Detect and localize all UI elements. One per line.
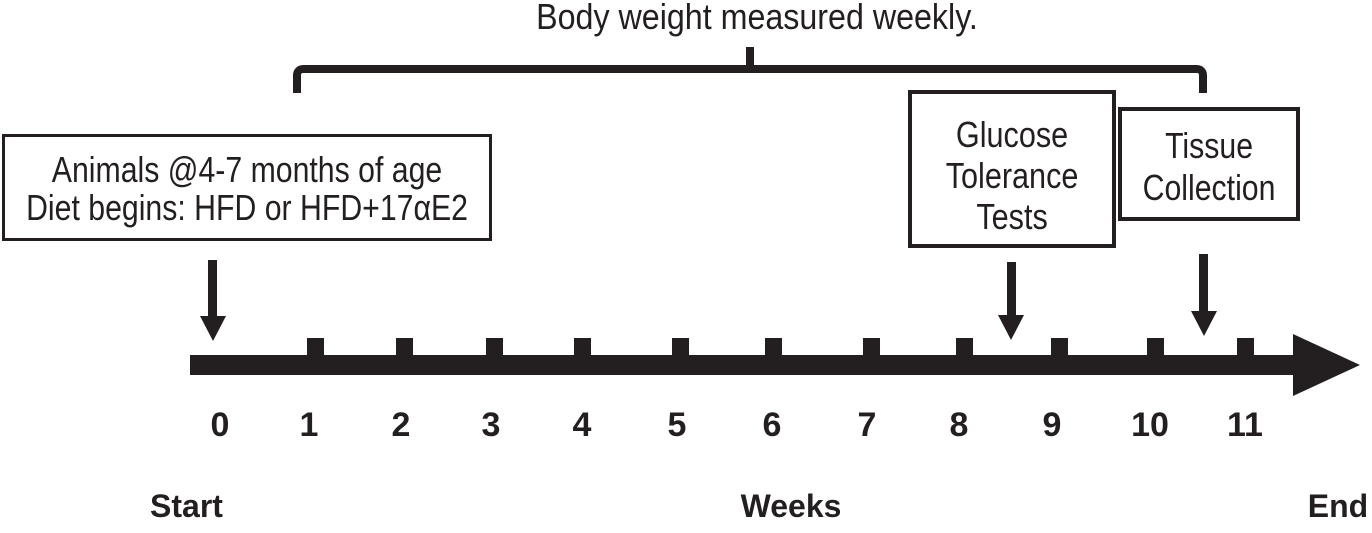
tissue-down-arrow-icon — [1190, 254, 1217, 336]
week-tick-1 — [306, 338, 324, 355]
week-label-0: 0 — [210, 406, 230, 444]
end-label: End — [1307, 488, 1369, 524]
weeks-axis-label: Weeks — [740, 488, 842, 524]
glucose-box-line3: Tests — [976, 196, 1048, 237]
animals-diet-box: Animals @4-7 months of age Diet begins: … — [2, 134, 492, 241]
start-label: Start — [150, 488, 223, 524]
gtt-down-arrow-head — [998, 315, 1024, 340]
week-label-2: 2 — [391, 406, 411, 444]
week-tick-8 — [955, 338, 973, 355]
gtt-down-arrow-shaft — [1006, 262, 1016, 315]
week-tick-2 — [395, 338, 413, 355]
glucose-tolerance-box: Glucose Tolerance Tests — [908, 90, 1116, 248]
start-down-arrow-icon — [199, 260, 226, 341]
week-label-7: 7 — [857, 406, 877, 444]
tissue-down-arrow-head — [1190, 311, 1217, 336]
week-label-5: 5 — [667, 406, 687, 444]
tissue-box-line1: Tissue — [1165, 125, 1253, 166]
week-label-6: 6 — [762, 406, 782, 444]
week-label-3: 3 — [481, 406, 501, 444]
week-tick-5 — [671, 338, 689, 355]
week-tick-9 — [1050, 338, 1068, 355]
tissue-box-line2: Collection — [1142, 166, 1276, 208]
week-label-8: 8 — [949, 406, 969, 444]
week-label-10: 10 — [1131, 406, 1169, 444]
start-down-arrow-shaft — [208, 260, 218, 316]
week-tick-11 — [1236, 338, 1254, 355]
bracket-notch — [746, 47, 754, 73]
week-label-11: 11 — [1227, 406, 1263, 444]
week-label-9: 9 — [1042, 406, 1062, 444]
week-tick-7 — [862, 338, 880, 355]
week-label-4: 4 — [572, 406, 592, 444]
glucose-box-line2: Tolerance — [945, 155, 1079, 196]
week-tick-6 — [764, 338, 782, 355]
glucose-box-line1: Glucose — [955, 114, 1069, 155]
gtt-down-arrow-icon — [998, 262, 1024, 340]
timeline-arrowhead-icon — [1293, 333, 1360, 396]
week-tick-3 — [485, 338, 503, 355]
timeline-axis-bar — [190, 354, 1295, 375]
start-down-arrow-head — [199, 316, 226, 341]
animals-box-line2: Diet begins: HFD or HFD+17αE2 — [26, 186, 468, 228]
animals-box-line1: Animals @4-7 months of age — [51, 148, 443, 190]
tissue-collection-box: Tissue Collection — [1118, 107, 1300, 221]
tissue-down-arrow-shaft — [1199, 254, 1209, 311]
figure-title: Body weight measured weekly. — [536, 0, 978, 37]
week-tick-10 — [1146, 338, 1164, 355]
week-tick-4 — [573, 338, 591, 355]
week-label-1: 1 — [299, 406, 319, 444]
